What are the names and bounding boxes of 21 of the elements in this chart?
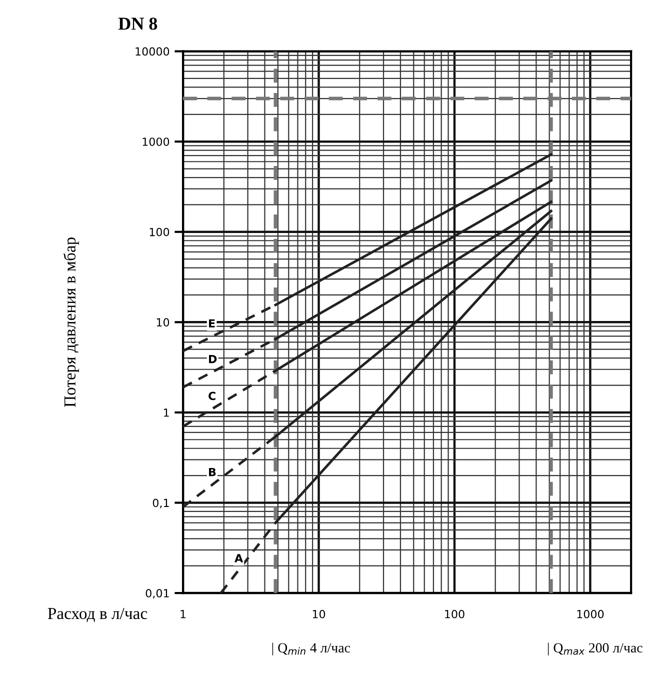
chart-title: DN 8 [118, 18, 158, 30]
series-label: B [209, 468, 216, 476]
x-tick-label: 1000 [577, 610, 604, 618]
y-tick-label: 10 [156, 318, 170, 327]
y-tick-label: 0,1 [152, 498, 169, 508]
text: | Q$_{max}$ 200 л/час [548, 642, 642, 656]
x-axis-title: Расход в л/час [48, 608, 148, 622]
series-label: A [234, 554, 244, 562]
y-tick-label: 1000 [142, 138, 170, 146]
series-label: E [209, 319, 215, 328]
x-tick-label: 100 [445, 610, 464, 618]
x-tick-label: 10 [312, 610, 326, 618]
y-tick-label: 10000 [136, 47, 170, 56]
y-tick-label: 1 [164, 408, 169, 417]
text: | Q$_{min}$ 4 л/час [272, 642, 350, 656]
x-tick-label: 1 [180, 610, 186, 618]
y-tick-label: 0,01 [146, 589, 169, 599]
series-label: D [209, 354, 217, 364]
y-axis-title: Потеря давления в мбар [63, 237, 79, 408]
series-label: C [208, 392, 216, 400]
y-tick-label: 100 [150, 228, 170, 236]
